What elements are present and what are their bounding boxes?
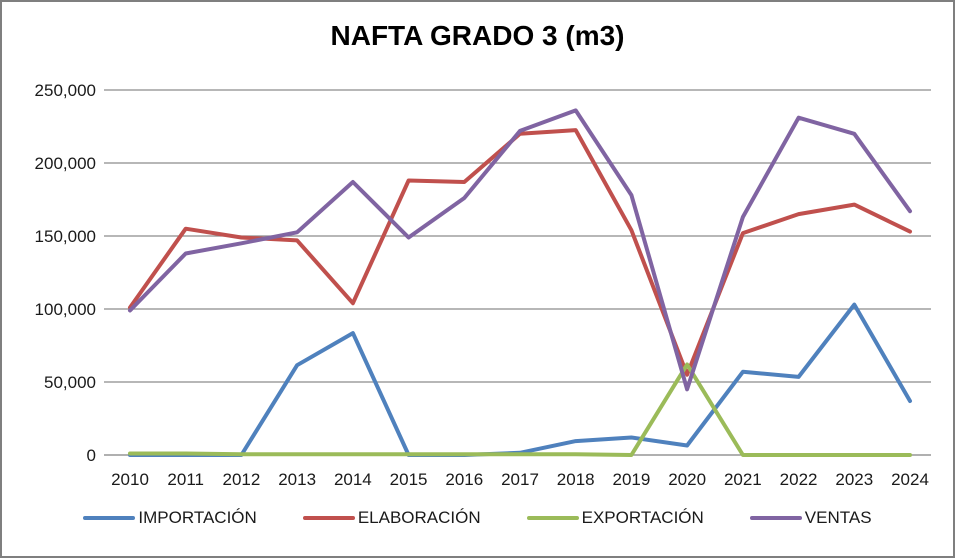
x-axis-tick-label: 2014 xyxy=(334,470,372,489)
legend-line-swatch-elaboracion xyxy=(302,516,355,520)
x-axis-tick-label: 2021 xyxy=(724,470,762,489)
x-axis-tick-label: 2012 xyxy=(223,470,261,489)
legend-label-exportacion: EXPORTACIÓN xyxy=(581,508,704,527)
legend-label-ventas: VENTAS xyxy=(804,508,872,527)
y-axis-tick-label: 150,000 xyxy=(35,227,96,246)
legend-item-exportacion: EXPORTACIÓN xyxy=(526,508,704,528)
series-line-exportacion xyxy=(128,362,912,457)
x-axis-tick-label: 2011 xyxy=(167,470,204,489)
y-axis-tick-label: 100,000 xyxy=(35,300,96,319)
legend-line-swatch-exportacion xyxy=(526,516,579,520)
y-axis-tick-label: 250,000 xyxy=(35,81,96,100)
y-axis-tick-label: 200,000 xyxy=(35,154,96,173)
x-axis-tick-label: 2019 xyxy=(613,470,651,489)
legend-label-importacion: IMPORTACIÓN xyxy=(138,508,257,527)
x-axis-tick-label: 2013 xyxy=(278,470,316,489)
legend-item-importacion: IMPORTACIÓN xyxy=(83,508,257,528)
x-axis-tick-label: 2015 xyxy=(390,470,428,489)
x-axis-tick-label: 2016 xyxy=(445,470,483,489)
chart-legend: IMPORTACIÓN ELABORACIÓN EXPORTACIÓN VENTAS xyxy=(2,508,953,528)
legend-item-ventas: VENTAS xyxy=(749,508,872,528)
x-axis-tick-label: 2024 xyxy=(891,470,929,489)
x-axis-tick-label: 2017 xyxy=(501,470,539,489)
x-axis-tick-label: 2018 xyxy=(557,470,595,489)
legend-item-elaboracion: ELABORACIÓN xyxy=(302,508,481,528)
x-axis-tick-label: 2023 xyxy=(835,470,873,489)
x-axis-tick-label: 2010 xyxy=(111,470,149,489)
legend-line-swatch-importacion xyxy=(83,516,136,520)
legend-line-swatch-ventas xyxy=(749,516,802,520)
y-axis-tick-label: 50,000 xyxy=(44,373,96,392)
series-line-ventas xyxy=(128,108,912,392)
x-axis-tick-label: 2020 xyxy=(668,470,706,489)
y-axis-tick-label: 0 xyxy=(87,446,96,465)
legend-label-elaboracion: ELABORACIÓN xyxy=(357,508,481,527)
x-axis-tick-label: 2022 xyxy=(780,470,818,489)
series-line-importacion xyxy=(128,302,912,457)
chart-title: NAFTA GRADO 3 (m3) xyxy=(330,20,625,51)
series-line-elaboracion xyxy=(128,128,912,377)
